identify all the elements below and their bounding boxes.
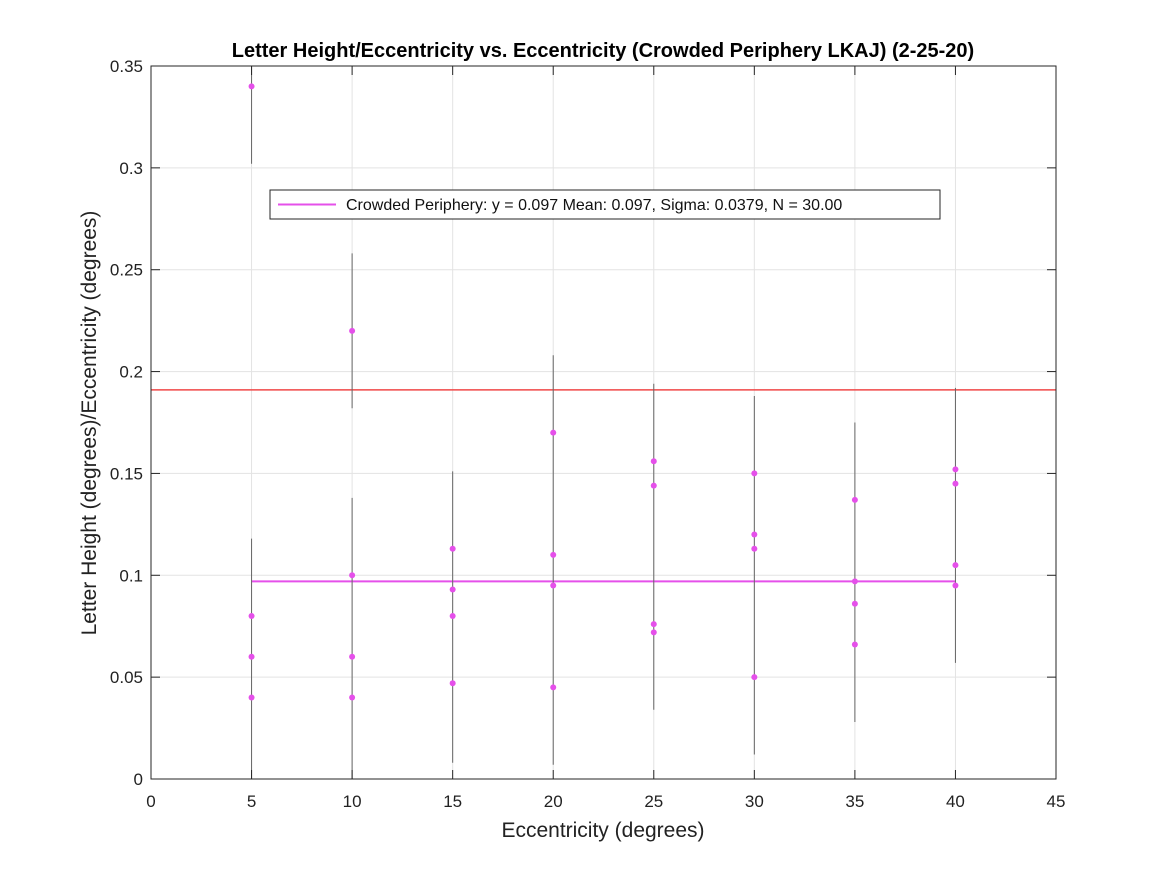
chart-title: Letter Height/Eccentricity vs. Eccentric… <box>232 40 974 62</box>
y-tick-label: 0.3 <box>119 159 143 178</box>
data-points <box>248 83 959 701</box>
x-axis-label: Eccentricity (degrees) <box>501 819 704 842</box>
data-point <box>851 600 858 607</box>
data-point <box>851 578 858 585</box>
data-point <box>751 470 758 477</box>
data-point <box>550 684 557 691</box>
y-tick-label: 0.15 <box>110 464 143 483</box>
data-point <box>248 613 255 620</box>
legend-box <box>269 189 941 220</box>
data-point <box>248 694 255 701</box>
data-point <box>952 582 959 589</box>
data-point <box>449 586 456 593</box>
reference-lines <box>151 389 1056 583</box>
data-point <box>952 480 959 487</box>
data-point <box>952 562 959 569</box>
y-tick-labels: 0 0.05 0.1 0.15 0.2 0.25 0.3 0.35 <box>110 57 143 789</box>
data-point <box>449 680 456 687</box>
data-point <box>851 496 858 503</box>
x-tick-label: 0 <box>146 792 155 811</box>
data-point <box>650 458 657 465</box>
x-tick-label: 20 <box>544 792 563 811</box>
plot-area <box>151 66 1056 779</box>
data-point <box>650 629 657 636</box>
data-point <box>449 613 456 620</box>
data-point <box>751 531 758 538</box>
error-bars <box>251 66 956 779</box>
x-tick-labels: 0 5 10 15 20 25 30 35 40 45 <box>146 792 1065 811</box>
data-point <box>751 674 758 681</box>
data-point <box>349 694 356 701</box>
y-tick-label: 0.05 <box>110 668 143 687</box>
data-point <box>349 653 356 660</box>
data-point <box>952 466 959 473</box>
y-tick-label: 0.35 <box>110 57 143 76</box>
y-tick-label: 0.1 <box>119 566 143 585</box>
x-tick-label: 10 <box>343 792 362 811</box>
x-tick-label: 5 <box>247 792 256 811</box>
x-tick-label: 30 <box>745 792 764 811</box>
x-tick-label: 25 <box>644 792 663 811</box>
y-tick-label: 0.2 <box>119 363 143 382</box>
data-point <box>349 327 356 334</box>
data-point <box>751 545 758 552</box>
data-point <box>248 83 255 90</box>
data-point <box>550 551 557 558</box>
y-tick-label: 0 <box>134 770 143 789</box>
x-tick-label: 45 <box>1047 792 1066 811</box>
plot-frame <box>150 65 1057 780</box>
data-point <box>851 641 858 648</box>
data-point <box>449 545 456 552</box>
x-tick-label: 15 <box>443 792 462 811</box>
legend-entry-label: Crowded Periphery: y = 0.097 Mean: 0.097… <box>346 197 842 214</box>
data-point <box>650 482 657 489</box>
x-tick-label: 35 <box>845 792 864 811</box>
data-point <box>349 572 356 579</box>
x-tick-label: 40 <box>946 792 965 811</box>
data-point <box>550 582 557 589</box>
data-point <box>248 653 255 660</box>
data-point <box>650 621 657 628</box>
data-point <box>550 429 557 436</box>
y-axis-label: Letter Height (degrees)/Eccentricity (de… <box>78 211 101 636</box>
y-tick-label: 0.25 <box>110 261 143 280</box>
legend: Crowded Periphery: y = 0.097 Mean: 0.097… <box>269 189 941 220</box>
